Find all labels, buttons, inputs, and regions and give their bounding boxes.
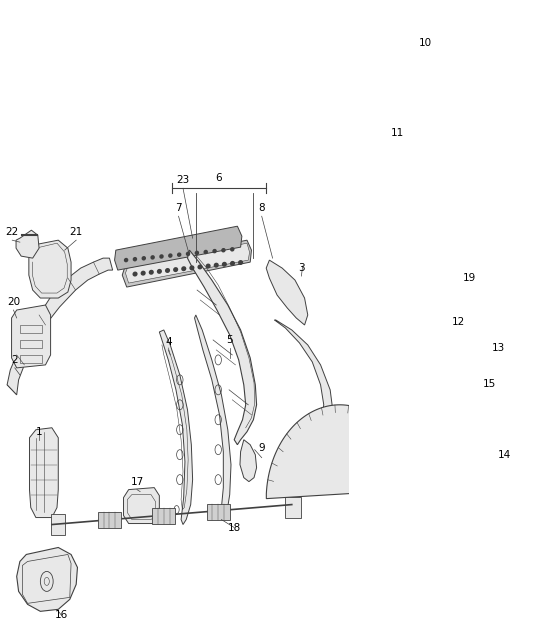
- Polygon shape: [240, 440, 257, 482]
- Polygon shape: [286, 497, 301, 517]
- Polygon shape: [275, 320, 334, 460]
- Text: 22: 22: [5, 227, 19, 237]
- Ellipse shape: [124, 258, 128, 263]
- Ellipse shape: [230, 261, 235, 266]
- Text: 19: 19: [462, 273, 476, 283]
- Polygon shape: [415, 51, 486, 143]
- Text: 2: 2: [11, 355, 18, 365]
- Polygon shape: [195, 315, 231, 519]
- Ellipse shape: [157, 269, 162, 274]
- Text: 4: 4: [165, 337, 172, 347]
- Text: 14: 14: [498, 450, 511, 460]
- Polygon shape: [441, 282, 468, 314]
- Polygon shape: [266, 260, 308, 325]
- Ellipse shape: [189, 266, 195, 270]
- Text: 12: 12: [451, 317, 465, 327]
- Text: 7: 7: [175, 203, 182, 214]
- Polygon shape: [114, 226, 242, 270]
- Ellipse shape: [159, 254, 164, 259]
- Ellipse shape: [181, 266, 186, 271]
- Ellipse shape: [205, 264, 211, 269]
- Polygon shape: [11, 305, 51, 368]
- Polygon shape: [98, 512, 121, 528]
- Ellipse shape: [132, 271, 137, 276]
- Text: 21: 21: [70, 227, 83, 237]
- Ellipse shape: [132, 257, 137, 261]
- Polygon shape: [187, 250, 257, 445]
- Polygon shape: [267, 405, 413, 499]
- Text: 3: 3: [298, 263, 305, 273]
- Ellipse shape: [168, 253, 173, 258]
- Text: 9: 9: [258, 443, 265, 453]
- Text: 20: 20: [7, 297, 20, 307]
- Ellipse shape: [214, 263, 219, 268]
- Polygon shape: [125, 243, 250, 283]
- Text: 16: 16: [55, 610, 68, 620]
- Polygon shape: [51, 514, 65, 534]
- Text: 17: 17: [130, 477, 143, 487]
- Ellipse shape: [222, 262, 227, 267]
- Polygon shape: [29, 428, 58, 517]
- Ellipse shape: [173, 267, 178, 272]
- Ellipse shape: [238, 260, 243, 265]
- Polygon shape: [207, 504, 230, 519]
- Polygon shape: [159, 330, 192, 524]
- Polygon shape: [7, 258, 113, 395]
- Ellipse shape: [149, 270, 154, 275]
- Ellipse shape: [141, 271, 146, 276]
- Ellipse shape: [186, 252, 190, 256]
- Polygon shape: [445, 414, 503, 455]
- Polygon shape: [124, 487, 159, 524]
- Text: 23: 23: [177, 175, 190, 185]
- Ellipse shape: [150, 255, 155, 259]
- Text: 15: 15: [483, 379, 496, 389]
- Text: 5: 5: [226, 335, 233, 345]
- Ellipse shape: [165, 268, 170, 273]
- Text: 8: 8: [258, 203, 265, 214]
- Ellipse shape: [230, 247, 234, 252]
- Polygon shape: [458, 325, 487, 362]
- Polygon shape: [397, 128, 468, 182]
- Ellipse shape: [195, 251, 199, 255]
- Text: 10: 10: [419, 38, 432, 48]
- Ellipse shape: [142, 256, 146, 261]
- Ellipse shape: [221, 248, 226, 252]
- Text: 13: 13: [492, 343, 505, 353]
- Polygon shape: [29, 240, 71, 298]
- Text: 6: 6: [215, 173, 221, 183]
- Polygon shape: [474, 352, 500, 383]
- Text: 11: 11: [391, 128, 404, 138]
- Ellipse shape: [177, 252, 181, 257]
- Polygon shape: [16, 230, 39, 258]
- Polygon shape: [122, 240, 251, 287]
- Text: 1: 1: [36, 427, 43, 436]
- Ellipse shape: [197, 264, 203, 269]
- Polygon shape: [17, 548, 77, 611]
- Ellipse shape: [213, 249, 217, 253]
- Ellipse shape: [203, 250, 208, 254]
- Polygon shape: [152, 507, 175, 524]
- Text: 18: 18: [228, 522, 241, 533]
- Polygon shape: [455, 388, 488, 418]
